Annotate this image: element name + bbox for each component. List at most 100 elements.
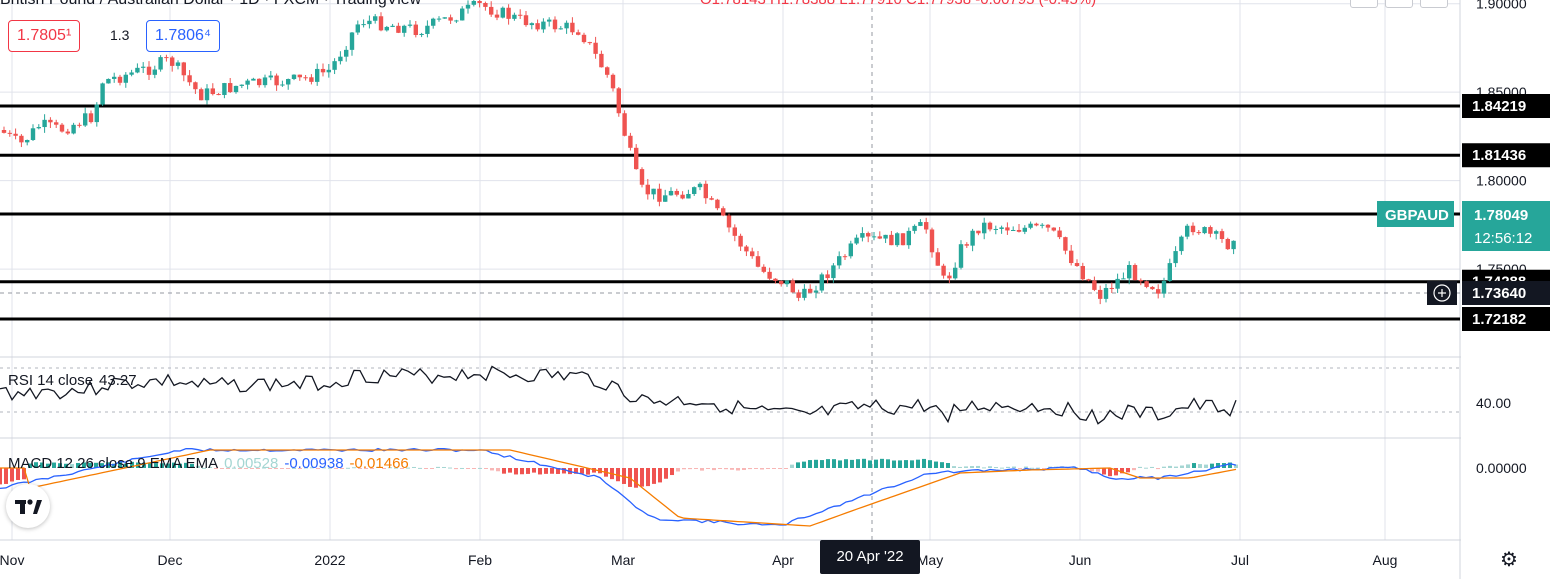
macd-histogram-bar xyxy=(682,468,686,470)
macd-histogram-bar xyxy=(526,468,530,474)
time-tick-label: May xyxy=(917,552,943,568)
minimize-pane-button[interactable] xyxy=(1350,0,1378,8)
candle-body xyxy=(117,76,123,83)
macd-histogram-bar xyxy=(994,467,998,469)
candle-body xyxy=(355,24,360,33)
candle-body xyxy=(819,274,824,291)
macd-histogram-bar xyxy=(562,468,566,474)
macd-histogram-bar xyxy=(832,459,836,468)
candle-body xyxy=(344,49,349,57)
candle-body xyxy=(25,140,30,143)
macd-histogram-bar xyxy=(712,468,716,471)
macd-histogram-bar xyxy=(334,468,338,469)
candle-body xyxy=(1121,278,1126,280)
macd-histogram-bar xyxy=(178,463,182,468)
candle-body xyxy=(77,124,82,126)
macd-histogram-bar xyxy=(238,468,242,469)
candle-body xyxy=(338,56,343,62)
close-pane-button[interactable] xyxy=(1385,0,1413,8)
candle-body xyxy=(825,274,830,279)
candle-body xyxy=(465,4,471,9)
candle-body xyxy=(1196,232,1201,234)
macd-histogram-bar xyxy=(1180,465,1184,468)
support-resistance-lines[interactable] xyxy=(0,104,1460,321)
macd-histogram-bar xyxy=(268,468,272,469)
macd-histogram-bar xyxy=(358,468,362,469)
candle-body xyxy=(349,32,355,50)
countdown-label: 12:56:12 xyxy=(1474,230,1532,247)
macd-histogram-bar xyxy=(1168,465,1172,468)
candle-body xyxy=(686,193,691,199)
candle-body xyxy=(1034,223,1039,226)
macd-signal-line xyxy=(0,449,1237,527)
candle-body xyxy=(251,78,256,81)
candle-body xyxy=(958,244,964,268)
candle-body xyxy=(1231,240,1236,250)
macd-histogram-bar xyxy=(550,468,554,474)
candle-body xyxy=(291,74,297,80)
macd-histogram-bar xyxy=(214,468,218,469)
time-tick-label: Dec xyxy=(158,552,183,568)
candle-body xyxy=(187,75,192,83)
candle-body xyxy=(895,233,900,246)
macd-histogram-bar xyxy=(802,461,806,468)
macd-legend[interactable]: MACD 12 26 close 9 EMA EMA 0.00528 -0.0093… xyxy=(8,455,415,472)
rsi-line xyxy=(0,365,1237,425)
candle-body xyxy=(634,147,639,170)
candle-body xyxy=(790,280,795,293)
level-price-label: 1.81436 xyxy=(1472,147,1526,164)
candle-body xyxy=(628,135,633,148)
macd-histogram-bar xyxy=(418,467,422,469)
tradingview-logo-icon[interactable] xyxy=(6,484,50,528)
maximize-pane-button[interactable] xyxy=(1420,0,1448,8)
macd-histogram-bar xyxy=(406,467,410,469)
macd-histogram-bar xyxy=(514,468,518,475)
time-tick-label: Jun xyxy=(1069,552,1092,568)
candle-body xyxy=(100,83,105,105)
candle-body xyxy=(419,33,424,36)
macd-histogram-bar xyxy=(400,468,404,469)
time-axis[interactable]: Nov Dec 2022 Feb Mar Apr May Jun Jul Aug xyxy=(0,552,1397,568)
candle-body xyxy=(755,256,761,267)
candle-body xyxy=(204,88,210,101)
candle-body xyxy=(1063,237,1068,251)
candle-body xyxy=(36,127,41,129)
candle-body xyxy=(262,77,268,86)
candle-body xyxy=(59,124,65,132)
rsi-legend[interactable]: RSI 14 close 43.27 xyxy=(8,372,143,389)
candle-body xyxy=(1057,230,1062,238)
macd-histogram-bar xyxy=(766,468,770,469)
gear-icon[interactable]: ⚙ xyxy=(1500,549,1518,571)
macd-histogram-bar xyxy=(1132,468,1136,471)
macd-histogram-bar xyxy=(634,468,638,488)
macd-histogram-bar xyxy=(676,468,680,472)
macd-histogram-bar xyxy=(424,468,428,469)
sell-price-button[interactable]: 1.7805¹ xyxy=(8,20,81,52)
level-price-tag-bg xyxy=(1462,143,1550,168)
candle-body xyxy=(1103,287,1109,299)
macd-histogram-bar xyxy=(1042,468,1046,469)
macd-histogram-bar xyxy=(646,468,650,487)
macd-histogram-bar xyxy=(1192,463,1196,468)
candle-body xyxy=(605,67,610,75)
candle-body xyxy=(1005,227,1010,231)
macd-histogram-bar xyxy=(256,468,260,469)
macd-histogram-bar xyxy=(886,459,890,468)
candle-body xyxy=(1045,224,1051,228)
macd-histogram-bar xyxy=(574,468,578,474)
candle-body xyxy=(210,88,215,95)
candle-body xyxy=(1127,265,1132,279)
candle-body xyxy=(1150,286,1155,290)
last-price-label: 1.78049 xyxy=(1474,207,1528,224)
macd-histogram-bar xyxy=(388,467,392,469)
candle-body xyxy=(83,113,88,126)
candle-body xyxy=(199,89,204,101)
plus-circle-icon[interactable] xyxy=(1433,284,1451,302)
price-axis[interactable]: 1.900001.850001.800001.750001.842191.814… xyxy=(1377,0,1565,579)
buy-price-button[interactable]: 1.7806⁴ xyxy=(146,20,220,52)
macd-histogram-bar xyxy=(100,463,104,468)
candle-body xyxy=(1161,280,1167,294)
candle-body xyxy=(483,2,488,7)
level-price-tag: 1.84219 xyxy=(1462,94,1550,118)
